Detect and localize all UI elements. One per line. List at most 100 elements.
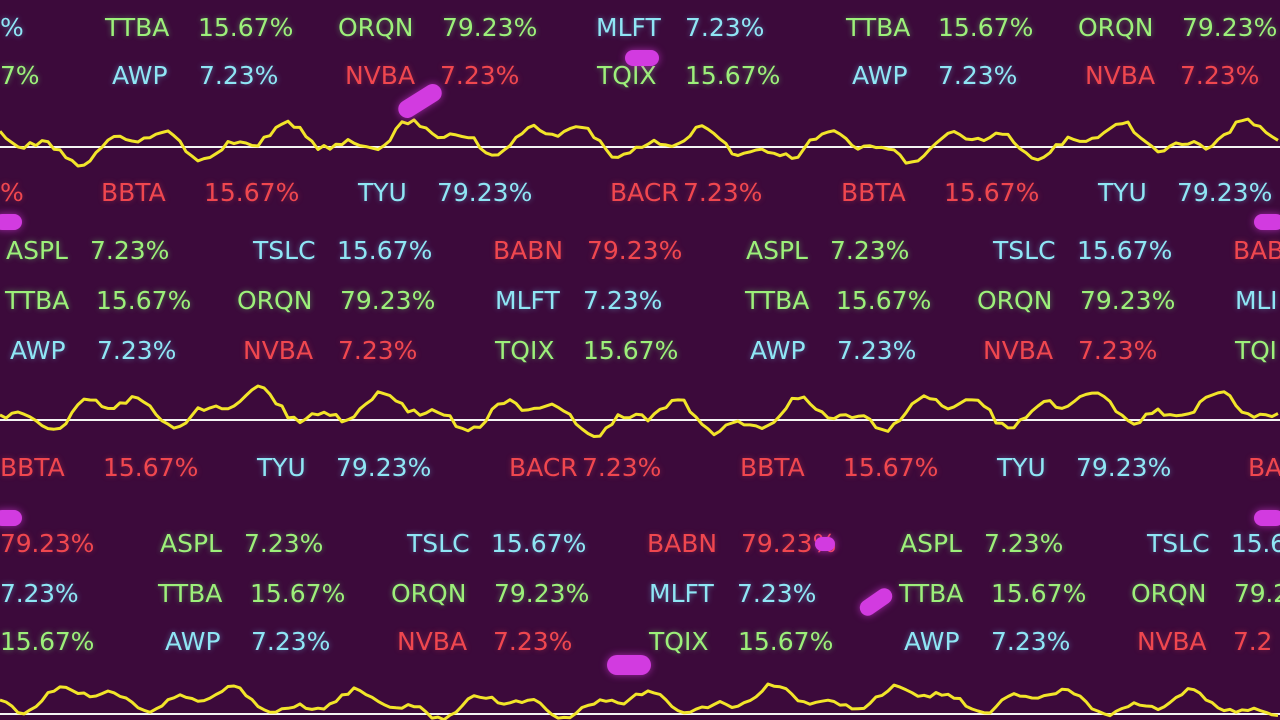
ticker-symbol: TQIX [649, 627, 709, 656]
ticker-value: 7.23% [251, 627, 331, 656]
magenta-particle [607, 655, 651, 675]
ticker-symbol: TSLC [407, 529, 470, 558]
ticker-symbol: AWP [904, 627, 960, 656]
ticker-symbol: BBTA [841, 178, 906, 207]
ticker-value: 7.23% [830, 236, 910, 265]
ticker-value: 7.23% [582, 453, 662, 482]
ticker-fragment: MLI [1235, 286, 1278, 315]
ticker-fragment: % [0, 13, 24, 42]
wave-line [0, 117, 1279, 168]
ticker-symbol: ASPL [746, 236, 808, 265]
ticker-value: 7.23% [938, 61, 1018, 90]
ticker-symbol: NVBA [983, 336, 1054, 365]
ticker-value: 15.67% [836, 286, 932, 315]
ticker-value: 7.23% [338, 336, 418, 365]
ticker-symbol: TTBA [105, 13, 170, 42]
ticker-value: 79.23% [437, 178, 533, 207]
ticker-value: 7.23% [440, 61, 520, 90]
ticker-fragment: NVBA [1137, 627, 1207, 656]
ticker-symbol: TYU [1098, 178, 1147, 207]
ticker-value: 15.67% [944, 178, 1040, 207]
ticker-symbol: NVBA [1085, 61, 1156, 90]
ticker-symbol: NVBA [345, 61, 416, 90]
ticker-symbol: AWP [165, 627, 221, 656]
price-wave [0, 682, 1280, 720]
ticker-symbol: ASPL [160, 529, 222, 558]
ticker-symbol: NVBA [397, 627, 468, 656]
ticker-fragment: 15.6 [1231, 529, 1280, 558]
ticker-value: 7.23% [1078, 336, 1158, 365]
ticker-value: 15.67% [198, 13, 294, 42]
ticker-symbol: TTBA [158, 579, 223, 608]
ticker-value: 15.67% [991, 579, 1087, 608]
magenta-particle [1254, 510, 1280, 526]
magenta-particle [815, 537, 835, 551]
ticker-fragment: BA [1248, 453, 1280, 482]
ticker-symbol: ASPL [6, 236, 68, 265]
ticker-value: 15.67% [738, 627, 834, 656]
ticker-value: 79.23% [340, 286, 436, 315]
ticker-symbol: TTBA [5, 286, 70, 315]
ticker-value: 79.23% [587, 236, 683, 265]
ticker-value: 15.67% [250, 579, 346, 608]
magenta-particle [1254, 214, 1280, 230]
ticker-value: 15.67% [685, 61, 781, 90]
ticker-value: 7.23% [199, 61, 279, 90]
ticker-symbol: TSLC [253, 236, 316, 265]
ticker-symbol: BACR [509, 453, 578, 482]
ticker-value: 15.67% [337, 236, 433, 265]
magenta-particle [0, 214, 22, 230]
magenta-particle [0, 510, 22, 526]
ticker-fragment: 7% [0, 61, 40, 90]
ticker-symbol: BBTA [101, 178, 166, 207]
ticker-value: 7.23% [683, 178, 763, 207]
ticker-symbol: ORQN [237, 286, 313, 315]
ticker-symbol: AWP [10, 336, 66, 365]
ticker-symbol: BBTA [740, 453, 805, 482]
ticker-value: 79.23% [1182, 13, 1278, 42]
ticker-fragment: 7.23% [0, 579, 79, 608]
ticker-symbol: TTBA [899, 579, 964, 608]
ticker-fragment: 79.2 [1234, 579, 1280, 608]
ticker-symbol: AWP [852, 61, 908, 90]
ticker-symbol: TYU [257, 453, 306, 482]
ticker-symbol: TSLC [993, 236, 1056, 265]
ticker-symbol: ORQN [1131, 579, 1207, 608]
ticker-symbol: TSLC [1147, 529, 1210, 558]
ticker-symbol: MLFT [596, 13, 661, 42]
price-wave [0, 117, 1280, 168]
ticker-value: 7.23% [991, 627, 1071, 656]
ticker-value: 7.23% [984, 529, 1064, 558]
ticker-value: 79.23% [1080, 286, 1176, 315]
ticker-symbol: BABN [493, 236, 564, 265]
ticker-value: 79.23% [442, 13, 538, 42]
ticker-symbol: TQIX [495, 336, 555, 365]
ticker-value: 7.23% [685, 13, 765, 42]
ticker-value: 15.67% [938, 13, 1034, 42]
ticker-fragment: TQI [1235, 336, 1277, 365]
magenta-particle [856, 585, 896, 619]
ticker-symbol: ORQN [977, 286, 1053, 315]
ticker-value: 15.67% [843, 453, 939, 482]
ticker-symbol: ORQN [391, 579, 467, 608]
price-wave [0, 384, 1280, 438]
ticker-value: 79.23% [1177, 178, 1273, 207]
ticker-value: 7.23% [90, 236, 170, 265]
ticker-symbol: ORQN [338, 13, 414, 42]
ticker-symbol: TTBA [846, 13, 911, 42]
ticker-value: 7.23% [244, 529, 324, 558]
wave-line [0, 682, 1279, 720]
ticker-value: 7.23% [583, 286, 663, 315]
ticker-symbol: MLFT [495, 286, 560, 315]
ticker-value: 79.23% [336, 453, 432, 482]
ticker-symbol: TQIX [597, 61, 657, 90]
ticker-symbol: AWP [112, 61, 168, 90]
magenta-particle [625, 50, 659, 66]
ticker-value: 15.67% [1077, 236, 1173, 265]
ticker-value: 15.67% [103, 453, 199, 482]
ticker-symbol: ORQN [1078, 13, 1154, 42]
ticker-symbol: TYU [358, 178, 407, 207]
ticker-value: 7.23% [837, 336, 917, 365]
ticker-fragment: 15.67% [0, 627, 95, 656]
